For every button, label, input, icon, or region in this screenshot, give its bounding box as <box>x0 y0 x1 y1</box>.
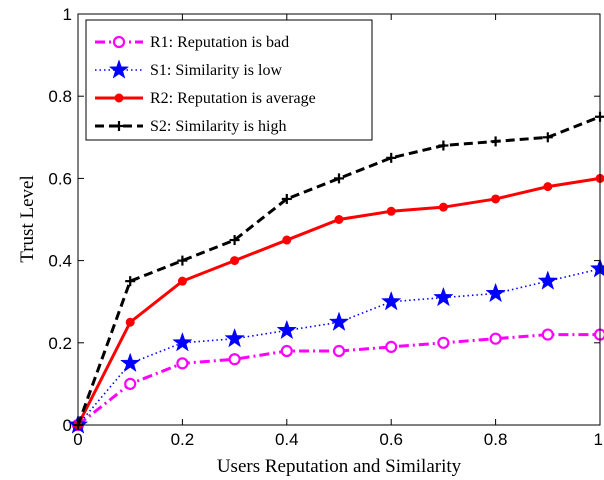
y-tick-label: 0.4 <box>48 252 72 271</box>
data-point <box>485 282 506 303</box>
data-point <box>542 132 553 143</box>
series-4 <box>73 111 604 430</box>
data-point <box>172 332 193 352</box>
series-line <box>76 115 601 426</box>
data-point <box>177 276 187 286</box>
data-point <box>491 194 501 204</box>
x-tick-label: 0.6 <box>379 430 403 449</box>
y-tick-label: 0 <box>63 416 72 435</box>
series-3 <box>73 173 604 430</box>
data-point <box>490 136 501 147</box>
data-point <box>433 286 454 307</box>
y-axis-label: Trust Level <box>17 175 38 262</box>
data-point <box>489 332 502 345</box>
data-point <box>125 317 135 327</box>
data-point <box>380 290 402 311</box>
legend-label: R2: Reputation is average <box>150 90 316 107</box>
data-point <box>276 319 298 340</box>
data-point <box>438 140 449 151</box>
data-point <box>386 152 397 163</box>
data-point <box>437 336 450 349</box>
legend-box <box>85 19 373 141</box>
legend-marker <box>108 59 130 79</box>
x-tick-label: 1 <box>594 430 603 449</box>
legend-marker <box>114 121 124 131</box>
data-point <box>334 215 344 224</box>
legend-label: S2: Similarity is high <box>150 118 286 135</box>
data-point <box>334 173 344 184</box>
plot-frame <box>77 13 601 426</box>
data-point <box>543 182 553 192</box>
legend-item: R1: Reputation is bad <box>95 34 289 51</box>
legend-item: R2: Reputation is average <box>95 90 316 107</box>
x-tick-label: 0 <box>73 430 82 449</box>
legend-label: S1: Similarity is low <box>150 62 282 79</box>
data-point <box>386 206 396 216</box>
series-line <box>77 333 600 427</box>
x-tick-label: 0.2 <box>171 430 195 449</box>
legend-marker <box>112 35 126 49</box>
data-point <box>438 202 448 212</box>
data-point <box>228 353 241 366</box>
data-point <box>177 255 188 266</box>
data-point <box>224 327 245 348</box>
data-point <box>176 357 189 370</box>
y-tick-label: 0.6 <box>48 169 72 188</box>
legend-label: R1: Reputation is bad <box>150 34 289 51</box>
data-point <box>282 235 292 245</box>
x-axis-label: Users Reputation and Similarity <box>217 456 462 477</box>
legend-marker <box>114 93 124 103</box>
data-point <box>125 276 136 287</box>
x-tick-label: 0.4 <box>275 430 299 449</box>
y-tick-label: 0.2 <box>48 334 72 353</box>
series-line <box>77 268 601 426</box>
data-point <box>537 270 559 290</box>
legend: R1: Reputation is bad S1: Similarity is l… <box>85 19 373 141</box>
series-2 <box>67 258 604 434</box>
data-point <box>328 311 350 331</box>
data-point <box>280 344 293 358</box>
data-point <box>332 344 346 358</box>
data-point <box>281 193 292 204</box>
y-tick-label: 0.8 <box>48 87 72 106</box>
data-point <box>230 256 240 266</box>
data-point <box>124 377 137 390</box>
x-tick-label: 0.8 <box>484 430 508 449</box>
data-point <box>385 340 398 354</box>
y-tick-label: 1 <box>63 5 72 24</box>
data-point <box>541 328 554 341</box>
legend-item: S2: Similarity is high <box>95 118 286 135</box>
legend-item: S1: Similarity is low <box>95 59 282 79</box>
data-point <box>229 235 240 246</box>
data-point <box>119 352 141 373</box>
